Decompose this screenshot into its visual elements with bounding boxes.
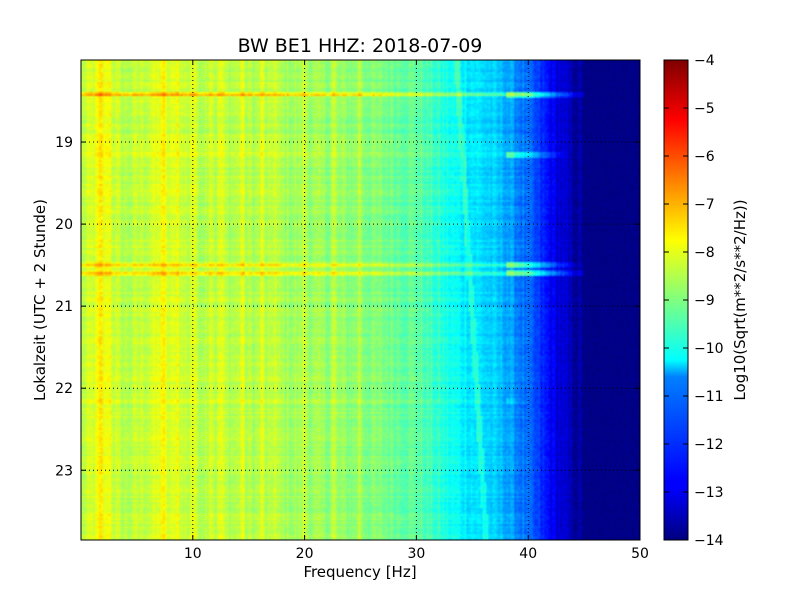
- x-tick-label: 50: [631, 546, 649, 562]
- plot-area: 10 20 30 40 50 19 20 21 22 23: [55, 59, 649, 562]
- x-axis: 10 20 30 40 50: [184, 60, 649, 562]
- x-axis-label: Frequency [Hz]: [303, 563, 416, 581]
- colorbar-tick-label: −5: [694, 101, 715, 117]
- chart-title: BW BE1 HHZ: 2018-07-09: [238, 35, 483, 57]
- y-tick-label: 19: [55, 135, 73, 151]
- colorbar-tick-label: −10: [694, 341, 724, 357]
- x-tick-label: 10: [184, 546, 202, 562]
- grid-lines: [81, 60, 640, 540]
- colorbar: −4 −5 −6 −7 −8 −9 −10 −11 −12 −13 −14 Log10(Sqrt(m…: [663, 53, 749, 549]
- colorbar-tick-label: −4: [694, 53, 715, 69]
- colorbar-tick-label: −12: [694, 437, 724, 453]
- y-tick-label: 22: [55, 381, 73, 397]
- colorbar-tick-label: −8: [694, 245, 715, 261]
- y-tick-label: 21: [55, 299, 73, 315]
- y-axis: 19 20 21 22 23: [55, 135, 640, 479]
- y-tick-label: 20: [55, 217, 73, 233]
- colorbar-tick-label: −14: [694, 533, 724, 549]
- colorbar-tick-label: −6: [694, 149, 715, 165]
- plot-frame: [80, 59, 641, 541]
- y-axis-label: Lokalzeit (UTC + 2 Stunde): [31, 199, 49, 401]
- colorbar-tick-label: −7: [694, 197, 715, 213]
- spectrogram-heatmap: [81, 60, 640, 540]
- colorbar-tick-label: −13: [694, 485, 724, 501]
- x-tick-label: 20: [296, 546, 314, 562]
- colorbar-tick-label: −9: [694, 293, 715, 309]
- colorbar-label: Log10(Sqrt(m**2/s**2/Hz)): [731, 199, 749, 400]
- x-tick-label: 40: [519, 546, 537, 562]
- colorbar-ticks: −4 −5 −6 −7 −8 −9 −10 −11 −12 −13 −14: [664, 53, 724, 549]
- x-tick-label: 30: [407, 546, 425, 562]
- y-tick-label: 23: [55, 463, 73, 479]
- colorbar-tick-label: −11: [694, 389, 724, 405]
